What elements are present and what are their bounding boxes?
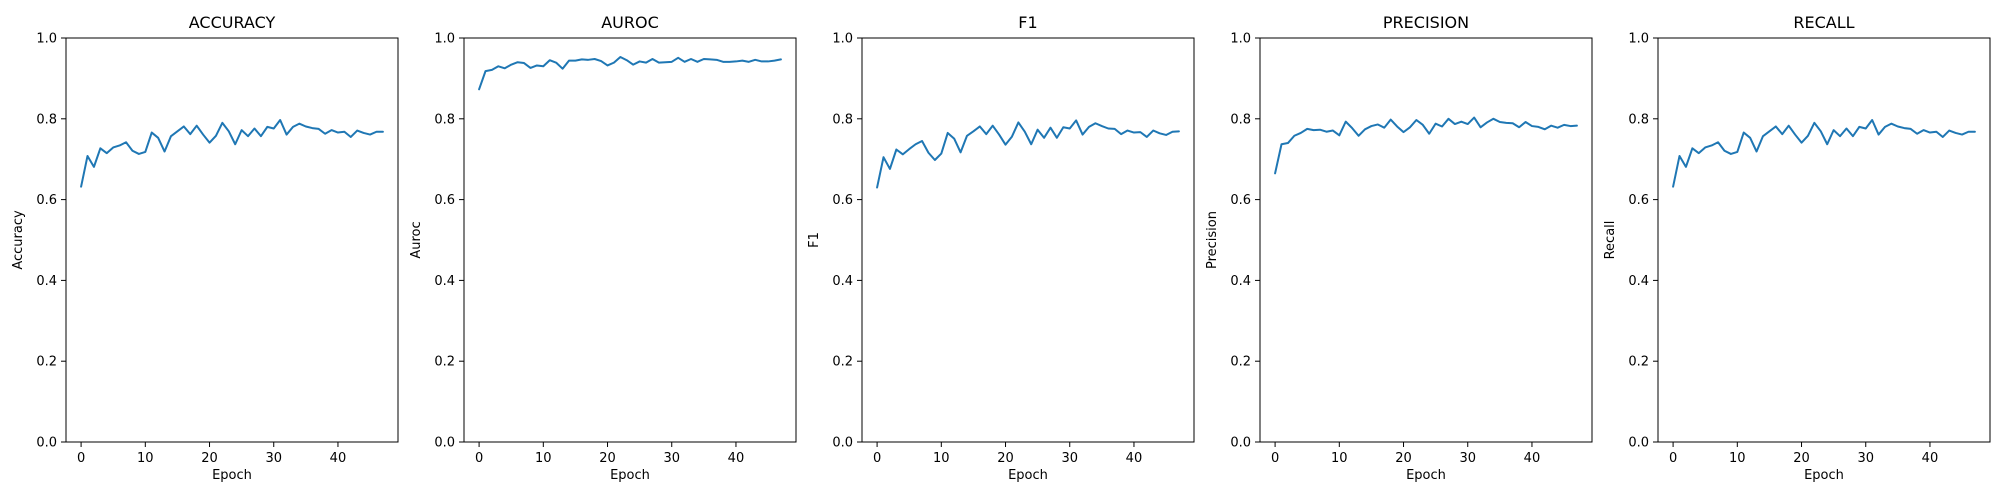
x-tick-label: 10 (933, 451, 950, 466)
series-line-precision (1274, 116, 1578, 175)
x-tick-label: 0 (77, 451, 85, 466)
chart-title-accuracy: ACCURACY (189, 13, 276, 32)
y-tick-label: 0.6 (1628, 193, 1649, 208)
x-tick-label: 0 (1271, 451, 1279, 466)
y-tick-label: 0.2 (36, 355, 57, 370)
y-tick-label: 0.4 (1628, 274, 1649, 289)
x-tick-label: 10 (1331, 451, 1348, 466)
x-tick-label: 0 (475, 451, 483, 466)
chart-title-recall: RECALL (1793, 13, 1854, 32)
axes-frame-f1 (861, 37, 1195, 443)
x-axis-label-auroc: Epoch (610, 468, 650, 483)
y-axis-label-precision: Precision (1205, 211, 1220, 269)
y-tick-label: 0.8 (1628, 112, 1649, 127)
x-tick-label: 10 (535, 451, 552, 466)
x-axis-label-accuracy: Epoch (212, 468, 252, 483)
chart-panel-recall: 0 10 20 30 40 0.0 0.2 0.4 0.6 0.8 1.0 RECALL Epoch Re… (1603, 13, 1991, 483)
chart-panel-auroc: 0 10 20 30 40 0.0 0.2 0.4 0.6 0.8 1.0 AUROC Epoch Aur… (409, 13, 797, 483)
y-tick-label: 0.8 (832, 112, 853, 127)
y-tick-label: 0.6 (434, 193, 455, 208)
y-tick-label: 0.0 (434, 436, 455, 451)
y-tick-label: 0.0 (36, 436, 57, 451)
x-tick-label: 20 (201, 451, 218, 466)
x-tick-label: 0 (873, 451, 881, 466)
x-axis-label-precision: Epoch (1406, 468, 1446, 483)
y-tick-label: 0.4 (36, 274, 57, 289)
x-tick-label: 30 (663, 451, 680, 466)
x-tick-label: 40 (330, 451, 347, 466)
x-tick-label: 10 (1729, 451, 1746, 466)
y-tick-label: 0.0 (1628, 436, 1649, 451)
y-axis-label-auroc: Auroc (409, 221, 424, 258)
x-tick-label: 30 (1061, 451, 1078, 466)
y-tick-label: 0.8 (36, 112, 57, 127)
x-axis-label-recall: Epoch (1804, 468, 1844, 483)
x-tick-label: 20 (1793, 451, 1810, 466)
chart-panel-accuracy: 0 10 20 30 40 0.0 0.2 0.4 0.6 0.8 1.0 ACCURACY Epoch… (11, 13, 399, 483)
x-tick-label: 30 (1857, 451, 1874, 466)
chart-panel-precision: 0 10 20 30 40 0.0 0.2 0.4 0.6 0.8 1.0 PRECISION Epoc… (1205, 13, 1593, 483)
axes-frame-auroc (463, 37, 797, 443)
axes-frame-precision (1259, 37, 1593, 443)
y-tick-label: 0.6 (1230, 193, 1251, 208)
y-tick-label: 0.2 (1628, 355, 1649, 370)
chart-title-auroc: AUROC (601, 13, 659, 32)
y-tick-label: 0.8 (434, 112, 455, 127)
y-tick-label: 0.0 (1230, 436, 1251, 451)
y-axis-label-recall: Recall (1603, 221, 1618, 260)
axes-frame-recall (1657, 37, 1991, 443)
y-tick-label: 0.4 (1230, 274, 1251, 289)
x-tick-label: 20 (997, 451, 1014, 466)
y-tick-label: 0.4 (434, 274, 455, 289)
y-tick-label: 0.8 (1230, 112, 1251, 127)
x-tick-label: 40 (1524, 451, 1541, 466)
y-tick-label: 0.2 (832, 355, 853, 370)
x-tick-label: 40 (1126, 451, 1143, 466)
x-tick-label: 0 (1669, 451, 1677, 466)
series-line-f1 (876, 119, 1180, 189)
y-tick-label: 0.0 (832, 436, 853, 451)
chart-title-f1: F1 (1018, 13, 1037, 32)
y-axis-label-f1: F1 (807, 232, 822, 248)
y-tick-label: 1.0 (832, 32, 853, 47)
chart-title-precision: PRECISION (1383, 13, 1469, 32)
x-tick-label: 30 (1459, 451, 1476, 466)
axes-frame-accuracy (65, 37, 399, 443)
y-tick-label: 0.2 (434, 355, 455, 370)
series-line-recall (1672, 119, 1976, 188)
y-tick-label: 0.6 (832, 193, 853, 208)
x-tick-label: 20 (1395, 451, 1412, 466)
y-tick-label: 1.0 (434, 32, 455, 47)
y-tick-label: 1.0 (1230, 32, 1251, 47)
x-axis-label-f1: Epoch (1008, 468, 1048, 483)
y-tick-label: 0.6 (36, 193, 57, 208)
x-tick-label: 40 (1922, 451, 1939, 466)
x-tick-label: 20 (599, 451, 616, 466)
y-axis-label-accuracy: Accuracy (11, 210, 26, 270)
x-tick-label: 10 (137, 451, 154, 466)
series-line-accuracy (80, 119, 384, 188)
y-tick-label: 0.2 (1230, 355, 1251, 370)
y-tick-label: 1.0 (1628, 32, 1649, 47)
y-tick-label: 1.0 (36, 32, 57, 47)
x-tick-label: 40 (728, 451, 745, 466)
chart-panel-f1: 0 10 20 30 40 0.0 0.2 0.4 0.6 0.8 1.0 F1 Epoch F1 (807, 13, 1195, 483)
x-tick-label: 30 (265, 451, 282, 466)
series-line-auroc (478, 55, 782, 91)
y-tick-label: 0.4 (832, 274, 853, 289)
